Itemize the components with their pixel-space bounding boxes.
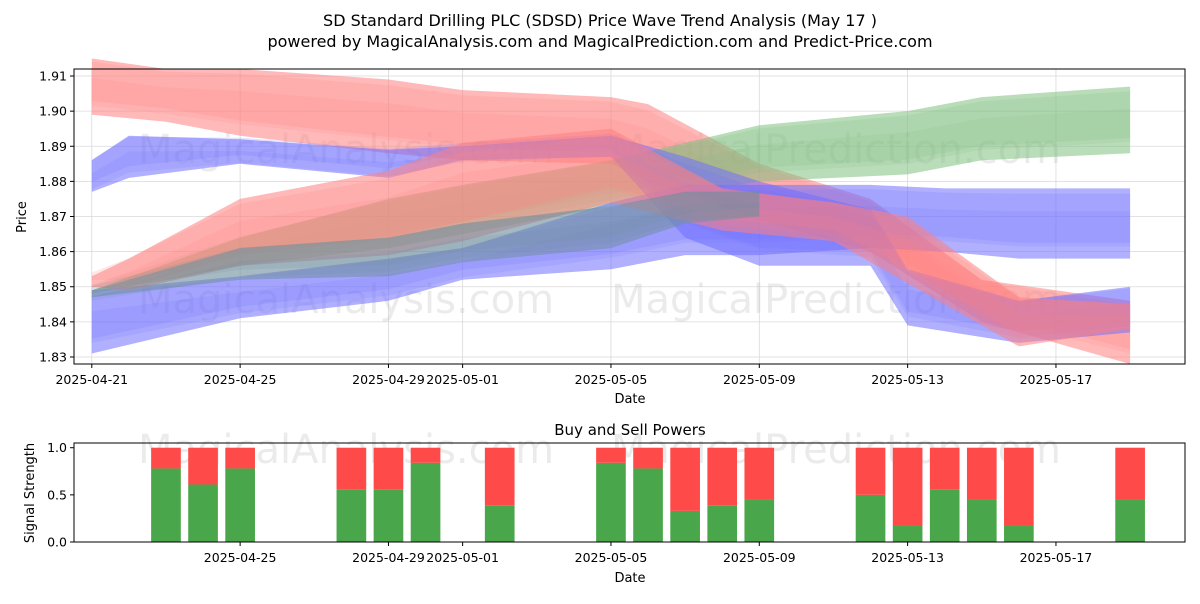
- signal-y-tick-label: 0.0: [47, 535, 67, 550]
- price-y-tick-label: 1.85: [39, 279, 67, 294]
- signal-y-axis-label: Signal Strength: [23, 443, 38, 543]
- price-x-tick-label: 2025-04-29: [352, 372, 425, 387]
- price-wave-band: [91, 191, 760, 298]
- sell-power-bar: [336, 447, 367, 490]
- price-y-tick-label: 1.86: [39, 244, 67, 259]
- price-wave-band-echo: [91, 134, 1131, 334]
- buy-power-bar: [1004, 525, 1034, 542]
- price-y-tick-label: 1.90: [39, 104, 67, 119]
- signal-x-ticks: 2025-04-25 2025-04-29 2025-05-01 2025-05-05…: [204, 542, 1092, 565]
- price-wave-band-echo: [91, 203, 760, 301]
- sell-power-bar: [633, 447, 663, 469]
- price-y-ticks: 1.83 1.84 1.85 1.86 1.87 1.88 1.89 1.90 1.91: [39, 69, 74, 364]
- signal-x-tick-label: 2025-05-05: [575, 550, 648, 565]
- sell-power-bar: [966, 447, 997, 500]
- signal-bars: [151, 447, 1145, 542]
- buy-power-bar: [410, 462, 441, 542]
- signal-x-tick-label: 2025-05-01: [426, 550, 499, 565]
- buy-power-bar: [670, 510, 700, 542]
- price-y-tick-label: 1.84: [39, 314, 67, 329]
- chart-title-line2: powered by MagicalAnalysis.com and Magic…: [267, 32, 932, 51]
- price-x-axis-label: Date: [614, 392, 645, 407]
- buy-power-bar: [225, 468, 255, 542]
- price-x-tick-label: 2025-05-13: [871, 372, 944, 387]
- signal-panel: Buy and Sell Powers MagicalAnalysis.com …: [23, 421, 1186, 586]
- price-x-tick-label: 2025-05-05: [575, 372, 648, 387]
- price-x-tick-label: 2025-05-09: [723, 372, 796, 387]
- price-y-tick-label: 1.89: [39, 139, 67, 154]
- sell-power-bar: [855, 447, 886, 495]
- price-wave-band: [91, 128, 1131, 347]
- signal-y-ticks: 0.0 0.5 1.0: [47, 440, 74, 550]
- sell-power-bar: [596, 447, 626, 463]
- price-x-tick-label: 2025-05-17: [1020, 372, 1093, 387]
- signal-plot-frame: [74, 443, 1185, 542]
- price-panel: MagicalAnalysis.com MagicalPrediction.co…: [15, 58, 1186, 407]
- price-x-tick-label: 2025-05-01: [426, 372, 499, 387]
- signal-x-tick-label: 2025-04-25: [204, 550, 277, 565]
- sell-power-bar: [892, 447, 923, 526]
- buy-power-bar: [707, 505, 738, 542]
- buy-power-bar: [336, 489, 367, 542]
- buy-power-bar: [596, 462, 626, 542]
- buy-power-bar: [855, 494, 886, 542]
- price-wave-band: [91, 58, 1131, 364]
- sell-power-bar: [707, 447, 738, 506]
- buy-power-bar: [966, 499, 997, 542]
- sell-power-bar: [1004, 447, 1034, 526]
- sell-power-bar: [670, 447, 700, 511]
- signal-x-tick-label: 2025-04-29: [352, 550, 425, 565]
- buy-power-bar: [929, 489, 960, 542]
- price-x-tick-label: 2025-04-25: [204, 372, 277, 387]
- buy-power-bar: [633, 468, 663, 542]
- price-wave-band-echo: [91, 108, 1131, 299]
- price-y-tick-label: 1.83: [39, 349, 67, 364]
- buy-power-bar: [892, 525, 923, 542]
- signal-panel-title: Buy and Sell Powers: [554, 421, 706, 439]
- signal-x-axis-label: Date: [614, 571, 645, 586]
- buy-power-bar: [484, 505, 515, 542]
- signal-x-tick-label: 2025-05-17: [1020, 550, 1093, 565]
- sell-power-bar: [484, 447, 515, 506]
- buy-power-bar: [188, 484, 218, 542]
- signal-x-tick-label: 2025-05-13: [871, 550, 944, 565]
- signal-plot-border: [73, 442, 1186, 543]
- signal-x-tick-label: 2025-05-09: [723, 550, 796, 565]
- sell-power-bar: [744, 447, 775, 500]
- sell-power-bar: [929, 447, 960, 490]
- price-wave-bands: [91, 58, 1131, 364]
- sell-power-bar: [188, 447, 218, 485]
- chart-title-line1: SD Standard Drilling PLC (SDSD) Price Wa…: [323, 11, 877, 30]
- sell-power-bar: [151, 447, 181, 469]
- sell-power-bar: [225, 447, 255, 469]
- buy-power-bar: [1115, 499, 1145, 542]
- price-y-tick-label: 1.88: [39, 174, 67, 189]
- price-y-tick-label: 1.91: [39, 69, 67, 84]
- buy-power-bar: [151, 468, 181, 542]
- price-wave-band-echo: [91, 190, 760, 291]
- price-x-tick-label: 2025-04-21: [55, 372, 128, 387]
- price-y-axis-label: Price: [15, 201, 30, 233]
- signal-y-tick-label: 0.5: [47, 487, 67, 502]
- sell-power-bar: [1115, 447, 1145, 500]
- price-x-ticks: 2025-04-21 2025-04-25 2025-04-29 2025-05-01…: [55, 364, 1092, 387]
- buy-power-bar: [373, 489, 404, 542]
- sell-power-bar: [373, 447, 404, 490]
- signal-y-tick-label: 1.0: [47, 440, 67, 455]
- sell-power-bar: [410, 447, 441, 463]
- price-y-tick-label: 1.87: [39, 209, 67, 224]
- buy-power-bar: [744, 499, 775, 542]
